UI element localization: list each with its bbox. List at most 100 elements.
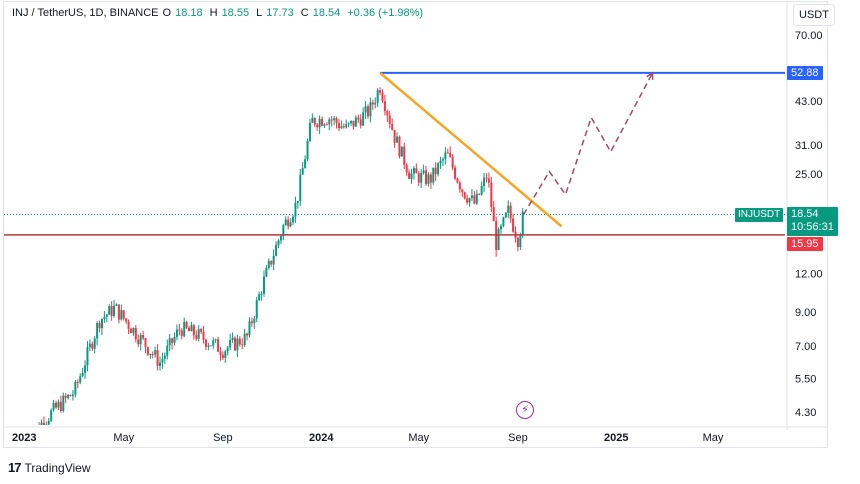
candle-body bbox=[262, 276, 265, 294]
candle-body bbox=[400, 146, 403, 157]
y-tick-label: 25.00 bbox=[795, 169, 823, 181]
y-tick-label: 12.00 bbox=[795, 268, 823, 280]
candle-body bbox=[188, 327, 191, 332]
candle-body bbox=[265, 267, 268, 277]
candle-body bbox=[42, 422, 45, 425]
x-tick-label: Sep bbox=[508, 432, 528, 444]
y-tick-label: 5.50 bbox=[795, 374, 816, 386]
candle-body bbox=[398, 136, 401, 157]
candle-body bbox=[151, 353, 154, 355]
candle-body bbox=[345, 124, 348, 128]
candle-body bbox=[50, 410, 53, 421]
candle-body bbox=[221, 354, 224, 358]
high-value: 18.55 bbox=[221, 7, 250, 19]
candle-body bbox=[59, 401, 62, 411]
tradingview-logo-icon: 17 bbox=[8, 460, 22, 475]
candle-body bbox=[219, 351, 222, 355]
candle-body bbox=[470, 195, 473, 199]
lightning-icon[interactable]: ⚡ bbox=[516, 401, 534, 419]
candle-body bbox=[108, 305, 111, 315]
candle-body bbox=[393, 129, 396, 143]
candle-body bbox=[238, 338, 241, 345]
candle-body bbox=[88, 343, 91, 348]
candle-body bbox=[287, 219, 290, 227]
candle-body bbox=[178, 329, 181, 331]
candle-body bbox=[71, 394, 74, 397]
candle-body bbox=[243, 333, 246, 346]
candle-body bbox=[272, 255, 275, 265]
candle-body bbox=[166, 345, 169, 356]
candle-body bbox=[304, 159, 307, 169]
candle-body bbox=[415, 168, 418, 174]
projection-arrowhead bbox=[646, 71, 654, 80]
candle-body bbox=[446, 152, 449, 154]
candle-body bbox=[441, 159, 444, 161]
candle-body bbox=[137, 339, 140, 345]
open-value: 18.18 bbox=[175, 7, 203, 19]
candle-body bbox=[412, 168, 415, 174]
symbol-price-tag: INJUSDT bbox=[735, 208, 784, 222]
candle-body bbox=[207, 345, 210, 347]
candle-body bbox=[512, 218, 515, 232]
candle-body bbox=[352, 120, 355, 127]
change-value: +0.36 (+1.98%) bbox=[347, 7, 424, 19]
candle-body bbox=[323, 124, 326, 126]
candle-body bbox=[432, 167, 435, 183]
candle-body bbox=[163, 355, 166, 360]
currency-button[interactable]: USDT bbox=[793, 4, 835, 26]
candle-body bbox=[386, 111, 389, 116]
candle-body bbox=[451, 156, 454, 168]
candle-body bbox=[57, 401, 60, 408]
candle-body bbox=[100, 318, 103, 329]
x-tick-label: 2025 bbox=[604, 432, 628, 444]
candle-body bbox=[444, 152, 447, 160]
candle-body bbox=[233, 337, 236, 351]
resistance-price-tag: 52.88 bbox=[787, 66, 823, 80]
candle-body bbox=[277, 240, 280, 245]
candle-body bbox=[84, 365, 87, 373]
x-tick-label: 2023 bbox=[12, 432, 36, 444]
candle-body bbox=[202, 331, 205, 340]
candle-body bbox=[93, 338, 96, 349]
candle-body bbox=[154, 350, 157, 355]
candle-body bbox=[74, 382, 77, 395]
candle-body bbox=[52, 402, 55, 411]
candle-body bbox=[391, 124, 394, 130]
candle-body bbox=[69, 394, 72, 397]
candle-body bbox=[270, 260, 273, 265]
candle-body bbox=[454, 167, 457, 179]
candle-body bbox=[40, 422, 43, 425]
y-tick-label: 4.30 bbox=[795, 407, 816, 419]
candle-body bbox=[461, 189, 464, 193]
candle-body bbox=[296, 201, 299, 203]
candle-body bbox=[246, 333, 249, 336]
candle-body bbox=[47, 420, 50, 425]
candle-body bbox=[425, 170, 428, 184]
candle-body bbox=[347, 123, 350, 125]
candle-body bbox=[284, 219, 287, 226]
x-tick-label: May bbox=[113, 432, 134, 444]
candle-body bbox=[383, 101, 386, 112]
candle-body bbox=[408, 172, 411, 179]
candle-body bbox=[173, 336, 176, 343]
candle-body bbox=[499, 225, 502, 230]
candle-body bbox=[103, 316, 106, 319]
symbol-title[interactable]: INJ / TetherUS, 1D, BINANCE bbox=[12, 7, 159, 19]
candle-body bbox=[204, 339, 207, 347]
current-price-tag: 18.54 10:56:31 bbox=[787, 207, 838, 236]
trendline bbox=[379, 71, 563, 228]
close-value: 18.54 bbox=[312, 7, 341, 19]
candle-body bbox=[396, 136, 399, 143]
candle-body bbox=[458, 182, 461, 190]
candle-body bbox=[275, 244, 278, 256]
candle-body bbox=[289, 222, 292, 227]
x-tick-label: 2024 bbox=[309, 432, 334, 444]
candle-body bbox=[255, 300, 258, 319]
support-price-tag: 15.95 bbox=[787, 237, 823, 251]
candle-body bbox=[79, 376, 82, 383]
candle-body bbox=[96, 323, 99, 339]
candle-body bbox=[311, 118, 314, 123]
candle-body bbox=[429, 174, 432, 183]
